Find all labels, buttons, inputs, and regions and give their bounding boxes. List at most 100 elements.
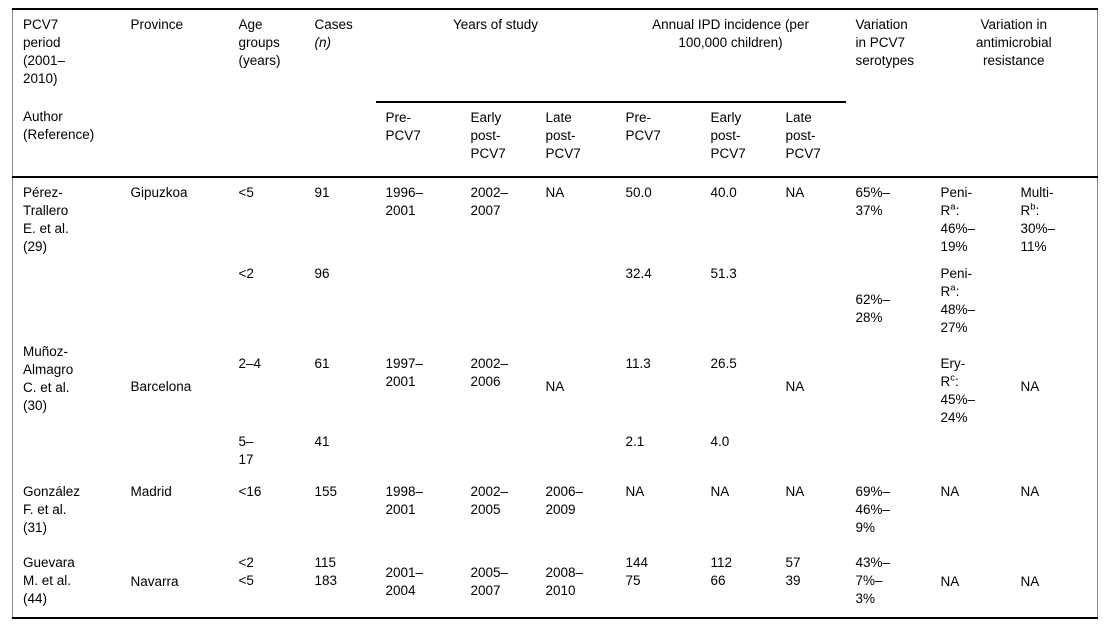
cell-empty <box>1011 259 1098 349</box>
cell-guevara-years-early: 2005– 2007 <box>470 564 509 598</box>
cell-munoz-r1-ipd-pre: 32.4 <box>625 266 652 281</box>
cell-munoz-r3-ipd-early: 4.0 <box>710 434 730 449</box>
cell-empty <box>121 259 229 349</box>
cell-perez-years-early: 2002– 2007 <box>470 185 509 218</box>
header-row-sub: Author (Reference) Pre- PCV7 Early post- PCV… <box>12 102 1098 178</box>
cell-empty <box>376 427 461 477</box>
cell-perez-ipd-late: NA <box>785 185 805 200</box>
cell-guevara-amr-1: NA <box>940 573 960 589</box>
cell-empty <box>461 427 536 477</box>
cell-munoz-r1-cases: 96 <box>314 266 330 281</box>
cell-guevara-age: <2 <5 <box>238 555 254 588</box>
cell-empty <box>776 427 846 477</box>
cell-perez-amr-peni: Peni- Ra: 46%– 19% <box>940 185 976 254</box>
cell-gonzalez-cases: 155 <box>314 484 338 499</box>
cell-munoz-years-early: 2002– 2006 <box>470 356 509 389</box>
cell-guevara-author: Guevara M. et al. (44) <box>23 555 75 606</box>
cell-gonzalez-years-late: 2006– 2009 <box>545 484 584 517</box>
cell-gonzalez-amr-2: NA <box>1020 484 1040 499</box>
header-cases: Cases (n) <box>304 9 376 178</box>
header-age-groups: Age groups (years) <box>228 9 305 178</box>
cell-gonzalez-amr-1: NA <box>940 484 960 499</box>
cell-munoz-author: Muñoz- Almagro C. et al. (30) <box>23 344 74 413</box>
header-ipd-incidence-group: Annual IPD incidence (per 100,000 childre… <box>615 9 846 103</box>
cell-gonzalez-ipd-late: NA <box>785 484 805 499</box>
cell-guevara-ipd-early: 112 66 <box>710 555 733 588</box>
row-perez-trallero: Pérez- Trallero E. et al. (29) Gipuzkoa <5 … <box>13 177 1098 259</box>
cell-empty <box>536 427 616 477</box>
cell-gonzalez-age: <16 <box>238 484 262 499</box>
header-cases-n: (n) <box>314 35 332 50</box>
cell-munoz-r2-age: 2–4 <box>238 356 262 371</box>
cell-perez-ipd-early: 40.0 <box>710 185 737 200</box>
header-cases-label: Cases <box>314 17 353 32</box>
cell-empty <box>931 427 1011 477</box>
header-variation-serotypes: Variation in PCV7 serotypes <box>845 9 931 178</box>
cell-gonzalez-province: Madrid <box>130 484 172 499</box>
cell-guevara-years-pre: 2001– 2004 <box>385 564 424 598</box>
header-row-groups: PCV7 period (2001– 2010) Province Age groups… <box>13 9 1098 178</box>
cell-munoz-r1-ipd-early: 51.3 <box>710 266 737 281</box>
header-years-late-post-pcv7: Late post- PCV7 <box>535 102 616 178</box>
row-munoz-age-under2: Muñoz- Almagro C. et al. (30) <2 96 32.4 51… <box>13 259 1098 413</box>
cell-munoz-province: Barcelona <box>130 379 192 394</box>
header-ipd-early-post-pcv7: Early post- PCV7 <box>700 102 776 178</box>
cell-munoz-amr-2: NA <box>1020 379 1040 394</box>
cell-gonzalez-serotypes: 69%– 46%– 9% <box>855 484 891 535</box>
cell-guevara-ipd-late: 57 39 <box>785 555 801 588</box>
cell-perez-years-late: NA <box>545 185 565 200</box>
header-author-reference: Author (Reference) <box>12 102 121 178</box>
cell-munoz-amr-ery: Ery- Rc: 45%– 24% <box>940 356 976 425</box>
cell-munoz-ipd-late: NA <box>785 379 805 394</box>
cell-munoz-serotypes: 62%– 28% <box>855 292 891 325</box>
header-years-early-post-pcv7: Early post- PCV7 <box>460 102 536 178</box>
cell-munoz-r2-ipd-early: 26.5 <box>710 356 737 371</box>
cell-munoz-r3-age: 5– 17 <box>238 434 254 467</box>
row-guevara: Guevara M. et al. (44) Navarra <2 <5 115 183… <box>13 548 1098 618</box>
cell-perez-serotypes: 65%– 37% <box>855 185 891 218</box>
cell-empty <box>376 259 461 349</box>
cell-perez-years-pre: 1996– 2001 <box>385 185 424 218</box>
cell-perez-province: Gipuzkoa <box>130 185 188 200</box>
cell-empty <box>846 349 931 427</box>
cell-guevara-cases: 115 183 <box>314 555 338 588</box>
cell-empty <box>461 259 536 349</box>
cell-munoz-r3-cases: 41 <box>314 434 330 449</box>
row-munoz-age-2-4: Barcelona 2–4 61 1997– 2001 2002– 2006 NA … <box>13 349 1098 427</box>
cell-perez-amr-multi: Multi- Rb: 30%– 11% <box>1020 185 1056 254</box>
header-years-of-study-group: Years of study <box>375 9 616 103</box>
cell-perez-author: Pérez- Trallero E. et al. (29) <box>23 185 69 254</box>
cell-munoz-r2-ipd-pre: 11.3 <box>625 356 651 371</box>
header-variation-antimicrobial: Variation in antimicrobial resistance <box>930 9 1098 178</box>
cell-munoz-years-late: NA <box>545 379 565 394</box>
cell-munoz-years-pre: 1997– 2001 <box>385 356 424 389</box>
cell-perez-age: <5 <box>238 185 254 200</box>
cell-guevara-province: Navarra <box>130 573 179 589</box>
cell-gonzalez-ipd-early: NA <box>710 484 730 499</box>
row-gonzalez: González F. et al. (31) Madrid <16 155 199… <box>13 477 1098 548</box>
cell-munoz-amr-peni: Peni- Ra: 48%– 27% <box>940 266 976 335</box>
header-years-pre-pcv7: Pre- PCV7 <box>375 102 461 178</box>
cell-munoz-r3-ipd-pre: 2.1 <box>625 434 645 449</box>
header-pcv7-period: PCV7 period (2001– 2010) <box>23 17 66 86</box>
cell-guevara-amr-2: NA <box>1020 573 1040 589</box>
cell-empty <box>776 259 846 349</box>
cell-gonzalez-ipd-pre: NA <box>625 484 645 499</box>
cell-guevara-years-late: 2008– 2010 <box>545 564 584 598</box>
cell-empty <box>536 259 616 349</box>
cell-empty <box>121 427 229 477</box>
header-ipd-late-post-pcv7: Late post- PCV7 <box>775 102 846 178</box>
cell-gonzalez-years-early: 2002– 2005 <box>470 484 509 517</box>
cell-gonzalez-author: González F. et al. (31) <box>23 484 81 535</box>
pcv7-studies-table: PCV7 period (2001– 2010) Province Age groups… <box>12 8 1099 619</box>
row-munoz-age-5-17: 5– 17 41 2.1 4.0 <box>13 427 1098 477</box>
cell-guevara-ipd-pre: 144 75 <box>625 555 649 588</box>
header-ipd-pre-pcv7: Pre- PCV7 <box>615 102 701 178</box>
cell-perez-ipd-pre: 50.0 <box>625 185 652 200</box>
cell-perez-cases: 91 <box>314 185 330 200</box>
cell-empty <box>846 427 931 477</box>
cell-empty <box>1011 427 1098 477</box>
cell-guevara-serotypes: 43%– 7%– 3% <box>855 555 891 606</box>
header-province: Province <box>120 9 229 178</box>
